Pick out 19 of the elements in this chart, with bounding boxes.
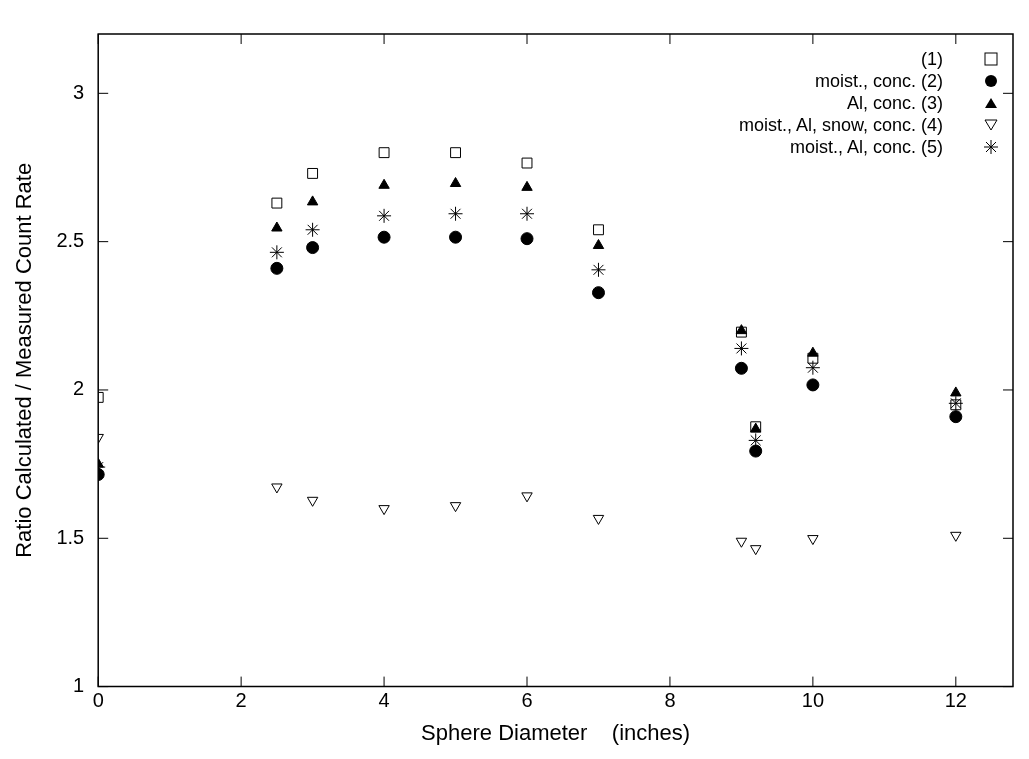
y-tick-label: 3 [73,80,85,103]
legend-label: moist., Al, snow, conc. (4) [738,114,943,136]
x-tick-label: 0 [92,689,104,712]
legend-label: moist., Al, conc. (5) [789,136,943,158]
x-tick-label: 10 [801,689,825,712]
x-tick-label: 4 [378,689,390,712]
y-tick-label: 2 [73,377,85,400]
x-axis-title: Sphere Diameter (inches) [421,719,691,745]
x-tick-label: 8 [664,689,676,712]
x-tick-label: 12 [944,689,967,712]
legend-label: (1) [921,48,943,70]
y-axis-title: Ratio Calculated / Measured Count Rate [11,162,37,558]
y-tick-label: 2.5 [56,229,85,252]
x-tick-label: 6 [521,689,533,712]
legend-label: Al, conc. (3) [846,92,943,114]
y-tick-label: 1 [73,674,85,697]
x-tick-label: 2 [235,689,247,712]
legend-label: moist., conc. (2) [814,70,943,92]
y-tick-label: 1.5 [56,525,85,548]
